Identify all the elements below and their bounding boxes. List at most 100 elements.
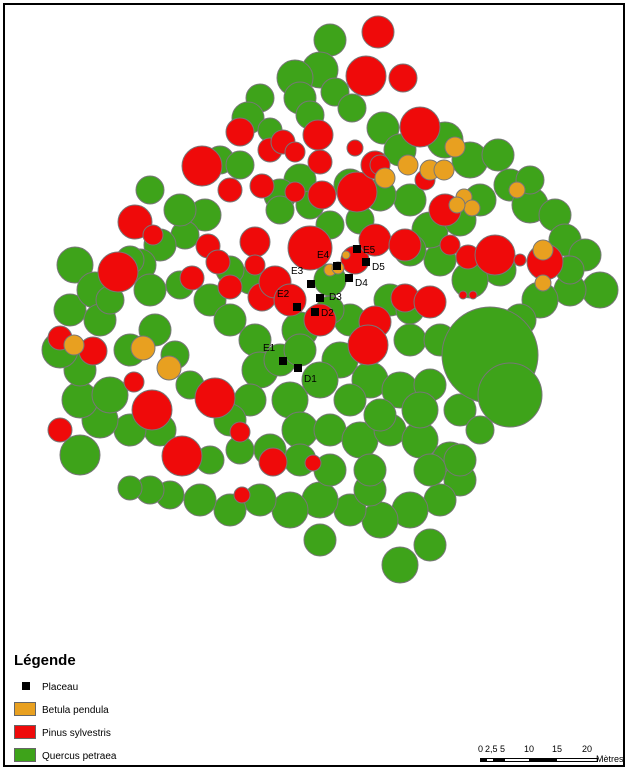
plot-marker-d2: [311, 308, 319, 316]
quercus-crown: [363, 398, 397, 432]
pinus-crown: [458, 290, 468, 300]
legend-label-pinus: Pinus sylvestris: [42, 728, 111, 739]
quercus-crown: [193, 283, 227, 317]
quercus-crown: [301, 361, 339, 399]
pinus-crown: [244, 254, 266, 276]
plot-marker-d4: [345, 274, 353, 282]
pinus-crown: [142, 224, 164, 246]
pinus-crown: [117, 204, 153, 240]
quercus-crown: [281, 411, 319, 449]
plot-marker-e5: [353, 245, 361, 253]
pinus-crown: [413, 285, 447, 319]
scale-tick-label: 15: [552, 744, 563, 754]
plot-label-e2: E2: [277, 289, 290, 300]
pinus-crown: [399, 106, 441, 148]
tree-crowns: [41, 15, 619, 584]
legend-item-betula: Betula pendula: [14, 700, 214, 723]
pinus-crown: [123, 371, 145, 393]
betula-crown: [374, 167, 396, 189]
quercus-crown: [59, 434, 101, 476]
quercus-crown: [353, 453, 387, 487]
plot-label-d4: D4: [355, 278, 368, 289]
betula-crown: [341, 250, 351, 260]
pinus-crown: [439, 234, 461, 256]
legend: Légende Placeau Betula pendula Pinus syl…: [14, 652, 214, 769]
pinus-crown: [239, 226, 271, 258]
quercus-crown: [163, 193, 197, 227]
quercus-crown: [465, 415, 495, 445]
pinus-crown: [284, 181, 306, 203]
legend-label-quercus: Quercus petraea: [42, 751, 117, 762]
pinus-crown: [225, 117, 255, 147]
plot-marker-e4: [333, 262, 341, 270]
pinus-crown: [513, 253, 527, 267]
scale-segment: [529, 759, 557, 761]
pinus-crown: [131, 389, 173, 431]
quercus-crown: [283, 333, 317, 367]
plot-label-e4: E4: [317, 250, 330, 261]
pinus-crown: [179, 265, 205, 291]
betula-crown: [463, 199, 481, 217]
pinus-crown: [47, 417, 73, 443]
quercus-crown: [413, 453, 447, 487]
plot-label-d2: D2: [321, 308, 334, 319]
quercus-crown: [423, 483, 457, 517]
pinus-crown: [217, 274, 243, 300]
pinus-crown: [205, 249, 231, 275]
pinus-crown: [194, 377, 236, 419]
pinus-crown: [474, 234, 516, 276]
plot-marker-d5: [362, 258, 370, 266]
legend-label-betula: Betula pendula: [42, 705, 109, 716]
scale-tick-label: 5: [500, 744, 506, 754]
plot-label-d3: D3: [329, 292, 342, 303]
quercus-crown: [213, 303, 247, 337]
quercus-crown: [477, 362, 543, 428]
plot-label-d5: D5: [372, 262, 385, 273]
pinus-crown: [388, 63, 418, 93]
scale-segment: [481, 759, 487, 761]
quercus-crown: [443, 443, 477, 477]
pinus-crown: [346, 139, 364, 157]
pinus-crown: [304, 454, 322, 472]
scale-tick-label: 10: [524, 744, 535, 754]
scale-unit: Mètres: [596, 754, 624, 764]
pinus-swatch-icon: [14, 725, 36, 739]
plot-marker-d3: [316, 294, 324, 302]
pinus-crown: [336, 171, 378, 213]
scale-bar: 0 2,5 5 10 15 20 Mètres: [478, 744, 628, 772]
betula-crown: [433, 159, 455, 181]
quercus-crown: [361, 501, 399, 539]
scale-segment: [493, 759, 505, 761]
quercus-crown: [337, 93, 367, 123]
betula-crown: [448, 196, 466, 214]
quercus-crown: [91, 376, 129, 414]
plot-label-e3: E3: [291, 266, 304, 277]
pinus-crown: [233, 486, 251, 504]
quercus-crown: [225, 150, 255, 180]
pinus-crown: [97, 251, 139, 293]
betula-crown: [534, 274, 552, 292]
pinus-crown: [302, 119, 334, 151]
quercus-crown: [183, 483, 217, 517]
pinus-crown: [307, 149, 333, 175]
pinus-crown: [345, 55, 387, 97]
betula-crown: [130, 335, 156, 361]
quercus-crown: [265, 195, 295, 225]
quercus-crown: [443, 393, 477, 427]
pinus-crown: [347, 324, 389, 366]
legend-label-placeau: Placeau: [42, 682, 79, 693]
legend-item-placeau: Placeau: [14, 677, 214, 700]
quercus-crown: [393, 323, 427, 357]
scale-tick-label: 0: [478, 744, 484, 754]
pinus-crown: [468, 290, 478, 300]
quercus-crown: [381, 546, 419, 584]
plot-marker-d1: [294, 364, 302, 372]
pinus-crown: [361, 15, 395, 49]
plot-label-e1: E1: [263, 343, 276, 354]
quercus-crown: [313, 413, 347, 447]
quercus-crown: [133, 273, 167, 307]
quercus-crown: [401, 391, 439, 429]
pinus-crown: [181, 145, 223, 187]
betula-crown: [508, 181, 526, 199]
quercus-crown: [271, 491, 309, 529]
